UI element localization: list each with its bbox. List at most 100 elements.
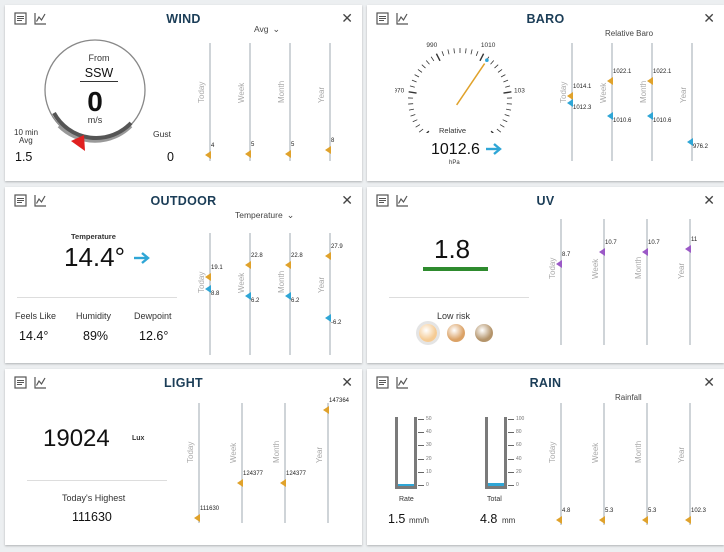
gust-value: 0 (167, 150, 174, 164)
value-marker (556, 260, 562, 268)
period-label: Year (679, 86, 688, 103)
gauge-wall (395, 417, 398, 489)
list-icon[interactable] (376, 12, 389, 25)
gauge-wall (504, 417, 507, 489)
value-marker (647, 77, 653, 85)
chart-title: Rainfall (615, 393, 642, 402)
rate-unit: mm/h (409, 516, 429, 525)
period-label: Week (229, 442, 238, 463)
card-title: WIND (166, 12, 201, 26)
value-marker (607, 112, 613, 120)
gauge-tick (470, 49, 473, 55)
close-icon[interactable]: ✕ (341, 374, 353, 390)
gauge-tick (415, 124, 421, 128)
period-axis (284, 403, 286, 523)
gauge-tick-line (418, 419, 424, 420)
list-icon[interactable] (14, 12, 27, 25)
wind-unit: m/s (87, 115, 103, 125)
period-label: Month (634, 440, 643, 463)
value-label: 1010.6 (613, 118, 632, 124)
period-axis (691, 43, 693, 161)
gauge-tick-label: 1010 (481, 42, 496, 49)
close-icon[interactable]: ✕ (341, 192, 353, 208)
from-label: From (88, 53, 110, 63)
gauge-tick-line (508, 485, 514, 486)
card-title: RAIN (529, 376, 562, 390)
trend-icon[interactable] (34, 12, 47, 25)
period-axis (651, 43, 653, 161)
gauge-tick-line (418, 471, 424, 473)
period-label: Today (186, 441, 195, 463)
stat-dropdown[interactable]: Temperature ⌄ (235, 210, 294, 221)
divider (389, 297, 529, 298)
value-marker (245, 292, 251, 300)
gauge-tick-label: 0 (516, 482, 519, 488)
value-label: 22.8 (251, 253, 263, 259)
gauge-tick (479, 53, 485, 62)
period-axis (209, 233, 211, 355)
humidity-value: 89% (83, 329, 109, 343)
rain-card: RAIN ✕ Rainfall Rate 1.5 mm/h Total 4.8 … (367, 369, 724, 545)
period-axis (603, 403, 605, 525)
risk-label: Low risk (437, 311, 471, 321)
wind-compass (44, 39, 146, 151)
uv-level-bar (423, 267, 488, 271)
gust-label: Gust (153, 129, 171, 139)
highest-label: Today's Highest (62, 493, 126, 503)
gauge-wall (414, 417, 417, 489)
period-label: Today (548, 441, 557, 463)
temperature-value: 14.4° (64, 242, 126, 272)
rate-label: Rate (399, 496, 414, 503)
gauge-tick-label: 1030 (514, 87, 525, 94)
temperature-label: Temperature (71, 232, 116, 241)
value-marker (642, 516, 648, 524)
rate-value: 1.5 (388, 512, 406, 526)
period-label: Today (197, 81, 206, 103)
close-icon[interactable]: ✕ (703, 192, 715, 208)
gauge-tick (418, 128, 424, 133)
close-icon[interactable]: ✕ (703, 374, 715, 390)
gauge-tick (441, 51, 445, 57)
trend-icon[interactable] (396, 194, 409, 207)
list-icon[interactable] (14, 194, 27, 207)
gauge-tick (497, 69, 503, 73)
value-label: 147364 (329, 398, 350, 404)
wind-speed: 0 (87, 86, 103, 117)
value-marker (599, 516, 605, 524)
baro-gauge: 950970990101010301050 (395, 42, 525, 133)
period-axis (560, 219, 562, 345)
total-value: 4.8 (480, 512, 498, 526)
gauge-tick (410, 114, 416, 117)
stat-dropdown[interactable]: Avg ⌄ (254, 24, 280, 35)
value-marker (685, 245, 691, 253)
gauge-tick (430, 56, 435, 62)
close-icon[interactable]: ✕ (341, 10, 353, 26)
humidity-label: Humidity (76, 311, 112, 321)
period-axis (198, 403, 200, 523)
gauge-needle (456, 63, 486, 106)
divider (27, 480, 167, 481)
relative-label: Relative (439, 126, 467, 135)
baro-unit: hPa (449, 160, 460, 166)
uv-value: 1.8 (434, 234, 471, 264)
gauge-tick (412, 119, 418, 123)
value-label: 1012.3 (573, 105, 592, 111)
period-axis (289, 43, 291, 161)
period-axis (209, 43, 211, 161)
value-label: 10.7 (605, 240, 617, 246)
list-icon[interactable] (376, 376, 389, 389)
trend-icon[interactable] (34, 376, 47, 389)
period-axis (560, 403, 562, 525)
arrow-right-icon (134, 252, 150, 264)
trend-icon[interactable] (396, 12, 409, 25)
gauge-tick-label: 80 (516, 429, 522, 436)
value-label: 8.7 (562, 252, 571, 258)
value-label: 19.1 (211, 265, 223, 271)
trend-icon[interactable] (34, 194, 47, 207)
list-icon[interactable] (14, 376, 27, 389)
value-label: 124377 (243, 471, 264, 477)
close-icon[interactable]: ✕ (703, 10, 715, 26)
avg-label-2: Avg (19, 136, 33, 145)
list-icon[interactable] (376, 194, 389, 207)
trend-icon[interactable] (396, 376, 409, 389)
